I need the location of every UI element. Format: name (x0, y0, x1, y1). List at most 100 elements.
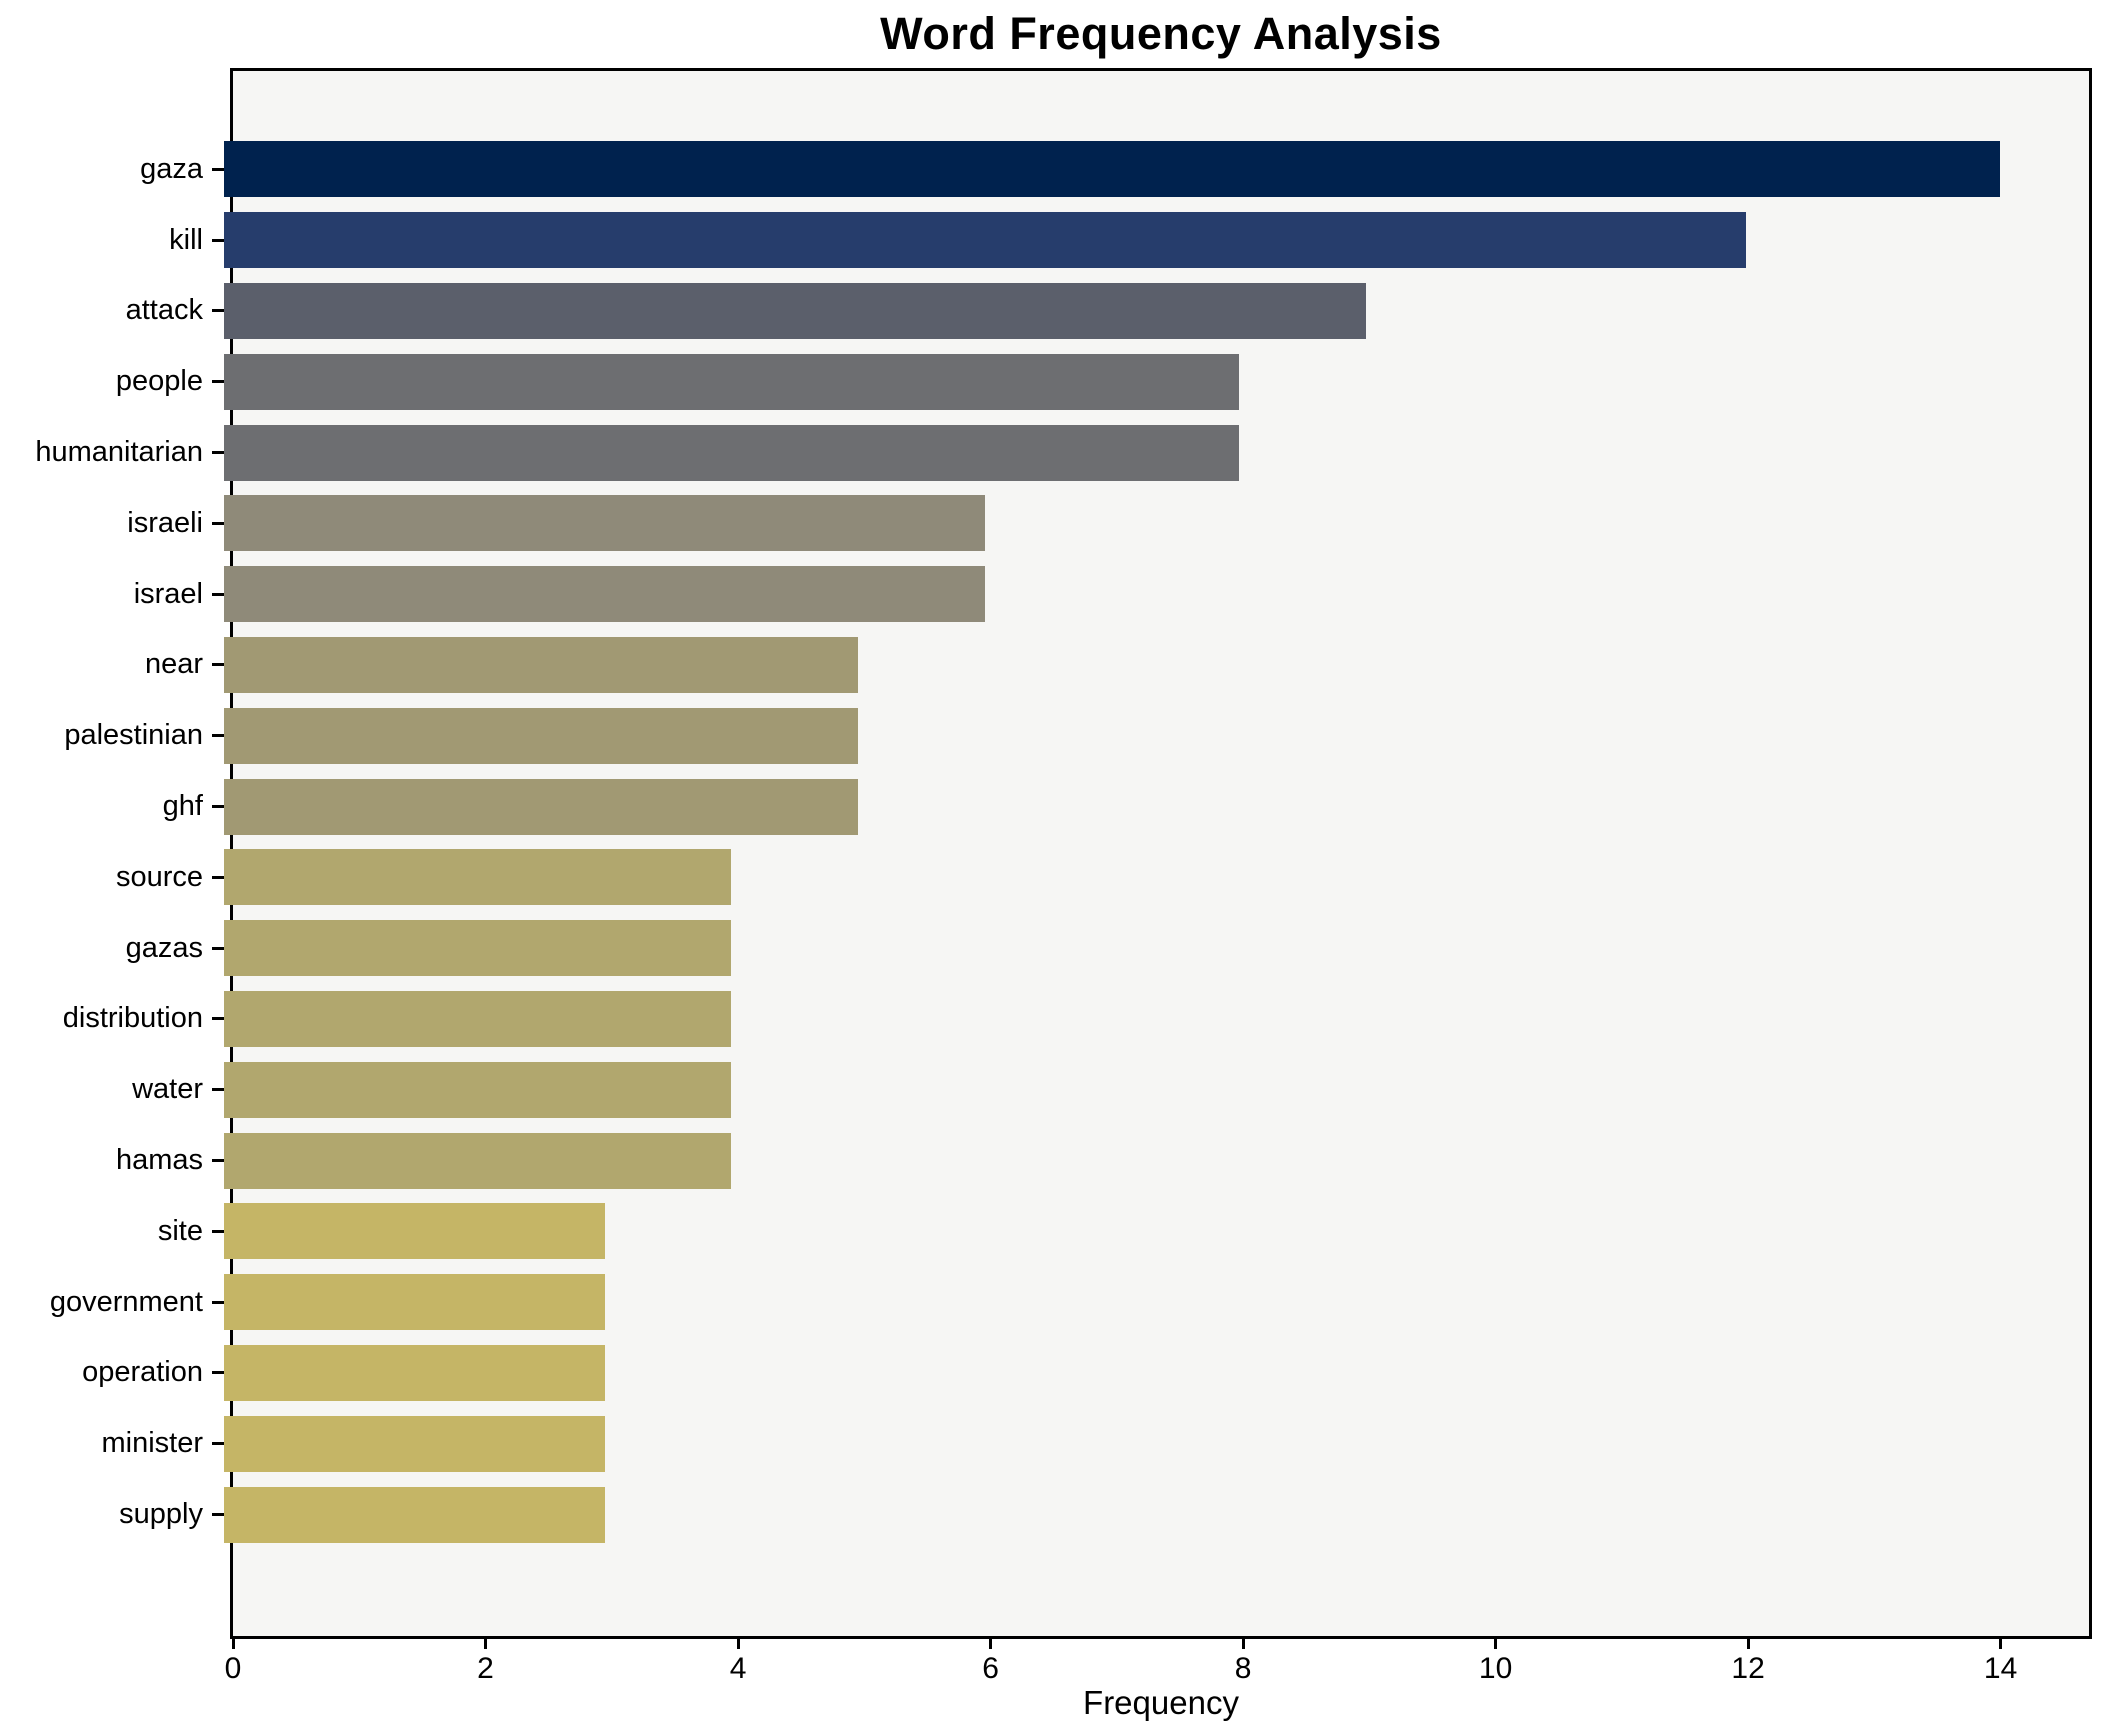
bar-area (224, 1054, 2089, 1125)
y-tick-mark (212, 1159, 224, 1163)
bar (224, 920, 732, 977)
y-tick-mark (212, 946, 224, 950)
bar-row: gazas (0, 913, 2089, 984)
bar-row: ghf (0, 771, 2089, 842)
bar-row: distribution (0, 984, 2089, 1055)
bar (224, 282, 1366, 339)
bar-area (224, 700, 2089, 771)
bar-area (224, 276, 2089, 347)
x-tick-mark (1494, 1636, 1498, 1649)
bar-row: people (0, 346, 2089, 417)
y-tick-mark (212, 1229, 224, 1233)
bar-row: kill (0, 205, 2089, 276)
x-tick-label: 4 (729, 1652, 747, 1685)
bar-row: operation (0, 1338, 2089, 1409)
x-tick-label: 2 (477, 1652, 494, 1685)
bar-row: gaza (0, 134, 2089, 205)
y-tick-mark (212, 1088, 224, 1092)
y-tick-mark (212, 521, 224, 525)
x-tick-label: 6 (982, 1652, 999, 1685)
y-tick-mark (212, 1513, 224, 1517)
bar (224, 707, 859, 764)
bar-row: supply (0, 1479, 2089, 1550)
bar-row: site (0, 1196, 2089, 1267)
y-tick-mark (212, 380, 224, 384)
x-tick-mark (231, 1636, 235, 1649)
x-tick-label: 8 (1234, 1652, 1252, 1685)
y-tick-mark (212, 1442, 224, 1446)
category-label: israel (133, 577, 203, 610)
x-axis-title: Frequency (1083, 1684, 1239, 1721)
category-label: ghf (162, 790, 203, 823)
y-tick-mark (212, 1017, 224, 1021)
bar (224, 636, 859, 693)
x-tick-label: 10 (1478, 1652, 1513, 1685)
bar-rows: gaza kill attack people humanitarian (0, 71, 2089, 1636)
bar-area (224, 1479, 2089, 1550)
x-tick-mark (736, 1636, 740, 1649)
bar (224, 990, 732, 1047)
bar-row: attack (0, 276, 2089, 347)
y-tick-mark (212, 309, 224, 313)
bar-area (224, 134, 2089, 205)
category-label: government (49, 1285, 203, 1318)
category-label: water (132, 1073, 203, 1106)
y-tick-mark (212, 167, 224, 171)
category-label: humanitarian (35, 436, 203, 469)
bar-row: israeli (0, 488, 2089, 559)
bar-area (224, 913, 2089, 984)
y-tick-mark (212, 451, 224, 455)
bar (224, 141, 2001, 198)
x-tick-label: 12 (1731, 1652, 1765, 1685)
bar-row: minister (0, 1408, 2089, 1479)
category-label: source (115, 860, 203, 893)
y-tick-mark (212, 663, 224, 667)
chart-title: Word Frequency Analysis (880, 8, 1442, 59)
bar-area (224, 984, 2089, 1055)
x-tick-mark (1241, 1636, 1245, 1649)
category-label: gaza (140, 152, 203, 185)
bar-row: israel (0, 559, 2089, 630)
x-tick-mark (1999, 1636, 2003, 1649)
bar-area (224, 1338, 2089, 1409)
bar-area (224, 559, 2089, 630)
bar-row: near (0, 630, 2089, 701)
category-label: hamas (115, 1144, 203, 1177)
bar-row: water (0, 1054, 2089, 1125)
category-label: palestinian (64, 719, 203, 752)
bar-area (224, 1267, 2089, 1338)
y-tick-mark (212, 592, 224, 596)
bar (224, 212, 1747, 269)
x-tick-label: 0 (224, 1652, 242, 1685)
bar (224, 1274, 605, 1331)
category-label: site (157, 1214, 203, 1247)
y-tick-mark (212, 238, 224, 242)
bar-row: source (0, 842, 2089, 913)
category-label: attack (125, 294, 203, 327)
bar-area (224, 488, 2089, 559)
category-label: supply (119, 1498, 203, 1531)
bar-row: humanitarian (0, 417, 2089, 488)
x-tick-mark (989, 1636, 993, 1649)
bar (224, 778, 859, 835)
bar-area (224, 630, 2089, 701)
bar (224, 849, 732, 906)
category-label: kill (169, 223, 203, 256)
category-label: gazas (125, 931, 203, 964)
bar (224, 495, 986, 552)
x-tick-label: 14 (1983, 1652, 2018, 1685)
bar-area (224, 842, 2089, 913)
bar-area (224, 205, 2089, 276)
bar-area (224, 417, 2089, 488)
bar-row: palestinian (0, 700, 2089, 771)
bar-area (224, 1408, 2089, 1479)
bar (224, 1344, 605, 1401)
category-label: near (144, 648, 203, 681)
x-tick-mark (484, 1636, 488, 1649)
bar-row: hamas (0, 1125, 2089, 1196)
bar (224, 566, 986, 623)
y-tick-mark (212, 1300, 224, 1304)
category-label: operation (82, 1356, 203, 1389)
y-tick-mark (212, 875, 224, 879)
